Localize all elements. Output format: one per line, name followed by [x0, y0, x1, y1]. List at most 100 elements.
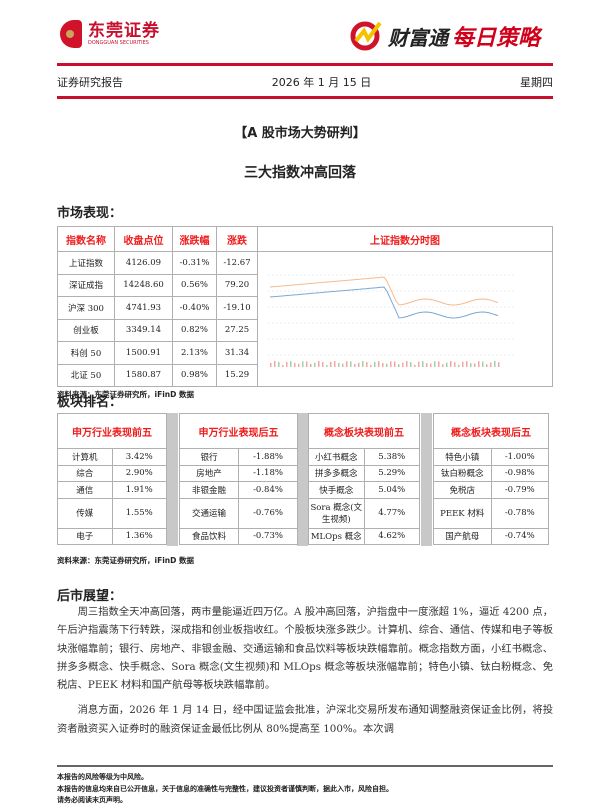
table-row: 深证成指 14248.60 0.56% 79.20	[57, 273, 553, 297]
table-row: 电子 1.36%	[57, 527, 167, 545]
footer-divider	[57, 765, 553, 767]
outlook-text: 周三指数全天冲高回落，两市量能逼近四万亿。A 股冲高回落，沪指盘中一度涨超 1%…	[57, 603, 553, 738]
product-logo: 财富通 每日策略	[350, 20, 540, 52]
table-row: PEEK 材料 -0.78%	[433, 497, 549, 529]
sector-table-title: 概念板块表现后五	[433, 413, 549, 449]
brand-logo-icon	[350, 21, 382, 51]
table-gap	[297, 413, 308, 546]
table-cell: -0.31%	[172, 251, 217, 275]
product-name: 每日策略	[451, 26, 540, 51]
table-cell: 深证成指	[57, 273, 115, 297]
sector-name: 国产航母	[433, 527, 492, 545]
section-heading-sectors: 板块排名：	[57, 395, 123, 410]
table-gap	[421, 413, 432, 546]
table-row: 北证 50 1580.87 0.98% 15.29	[57, 363, 553, 387]
table-row: Sora 概念(文生视频) 4.77%	[308, 497, 420, 529]
table-row: 房地产 -1.18%	[179, 464, 298, 482]
sector-name: MLOps 概念	[308, 527, 365, 545]
report-type: 证券研究报告	[57, 76, 123, 89]
table-row: 快手概念 5.04%	[308, 481, 420, 499]
col-header: 涨跌	[216, 226, 258, 252]
intraday-chart	[257, 251, 553, 387]
sector-name: 电子	[57, 527, 113, 545]
table-row: 传媒 1.55%	[57, 497, 167, 529]
chart-title: 上证指数分时图	[257, 226, 553, 252]
sector-change: 4.62%	[363, 527, 420, 545]
table-row: 沪深 300 4741.93 -0.40% -19.10	[57, 296, 553, 320]
table-cell: 14248.60	[114, 273, 173, 297]
sector-name: 非银金融	[179, 481, 239, 499]
sector-table: 申万行业表现前五 计算机 3.42% 综合 2.90% 通信 1.91% 传媒 1.55% 电子 1…	[57, 413, 167, 545]
table-row: 计算机 3.42%	[57, 448, 167, 466]
footer-line: 本报告的信息均来自已公开信息，关于信息的准确性与完整性，建议投资者谨慎判断，据此…	[57, 784, 393, 793]
paragraph: 消息方面，2026 年 1 月 14 日，经中国证监会批准，沪深北交易所发布通知…	[57, 704, 553, 735]
table-row: 上证指数 4126.09 -0.31% -12.67	[57, 251, 553, 387]
table-cell: 4126.09	[114, 251, 173, 275]
sector-change: -1.00%	[490, 448, 549, 466]
table-cell: -12.67	[216, 251, 258, 275]
sector-name: 综合	[57, 464, 113, 482]
report-title: 【A 股市场大势研判】	[234, 126, 366, 141]
sector-name: 快手概念	[308, 481, 365, 499]
sector-change: 1.91%	[111, 481, 167, 499]
sector-name: 交通运输	[179, 497, 239, 529]
table-cell: 3349.14	[114, 318, 173, 342]
col-header: 收盘点位	[114, 226, 173, 252]
sector-change: -1.18%	[238, 464, 298, 482]
table-gap	[167, 413, 178, 546]
table-row: 科创 50 1500.91 2.13% 31.34	[57, 341, 553, 365]
sector-change: 3.42%	[111, 448, 167, 466]
sector-change: 5.04%	[363, 481, 420, 499]
report-header: 证券研究报告 2026 年 1 月 15 日 星期四	[57, 74, 553, 90]
table-cell: 31.34	[216, 341, 258, 365]
sector-name: 传媒	[57, 497, 113, 529]
table-row: MLOps 概念 4.62%	[308, 527, 420, 545]
sector-table-title: 概念板块表现前五	[308, 413, 420, 449]
sector-change: 5.29%	[363, 464, 420, 482]
data-source: 资料来源：东莞证券研究所，iFinD 数据	[57, 556, 194, 565]
table-cell: 0.98%	[172, 363, 217, 387]
table-row: 银行 -1.88%	[179, 448, 298, 466]
table-cell: 1500.91	[114, 341, 173, 365]
table-row: 通信 1.91%	[57, 481, 167, 499]
sector-name: 免税店	[433, 481, 492, 499]
report-date: 2026 年 1 月 15 日	[271, 76, 372, 89]
sector-name: 小红书概念	[308, 448, 365, 466]
table-cell: 北证 50	[57, 363, 115, 387]
table-cell: 15.29	[216, 363, 258, 387]
sector-table: 申万行业表现后五 银行 -1.88% 房地产 -1.18% 非银金融 -0.84% 交通运输 -…	[179, 413, 298, 545]
sector-name: 房地产	[179, 464, 239, 482]
sector-change: -0.98%	[490, 464, 549, 482]
table-cell: 上证指数	[57, 251, 115, 275]
table-cell: 科创 50	[57, 341, 115, 365]
sector-name: 计算机	[57, 448, 113, 466]
table-cell: 0.82%	[172, 318, 217, 342]
table-cell: 27.25	[216, 318, 258, 342]
table-cell: -19.10	[216, 296, 258, 320]
sector-change: 2.90%	[111, 464, 167, 482]
sector-change: -0.74%	[490, 527, 549, 545]
broker-logo-icon	[60, 20, 82, 48]
footer: 本报告的风险等级为中风险。 本报告的信息均来自已公开信息，关于信息的准确性与完整…	[57, 772, 393, 807]
table-row: 拼多多概念 5.29%	[308, 464, 420, 482]
sector-change: -1.88%	[238, 448, 298, 466]
table-cell: 1580.87	[114, 363, 173, 387]
col-header: 涨跌幅	[172, 226, 217, 252]
section-heading-market: 市场表现：	[57, 206, 123, 221]
sector-change: -0.79%	[490, 481, 549, 499]
sector-change: 5.38%	[363, 448, 420, 466]
broker-name-en: DONGGUAN SECURITIES	[88, 40, 149, 46]
brand-name: 财富通	[387, 25, 448, 50]
table-row: 小红书概念 5.38%	[308, 448, 420, 466]
sector-change: -0.76%	[238, 497, 298, 529]
table-cell: 4741.93	[114, 296, 173, 320]
footer-line: 请务必阅读末页声明。	[57, 796, 127, 804]
section-heading-outlook: 后市展望：	[57, 589, 123, 604]
sector-change: 4.77%	[363, 497, 420, 529]
table-row: 免税店 -0.79%	[433, 481, 549, 499]
table-cell: 0.56%	[172, 273, 217, 297]
table-row: 交通运输 -0.76%	[179, 497, 298, 529]
sector-name: 钛白粉概念	[433, 464, 492, 482]
table-row: 综合 2.90%	[57, 464, 167, 482]
sector-name: Sora 概念(文生视频)	[308, 497, 365, 529]
